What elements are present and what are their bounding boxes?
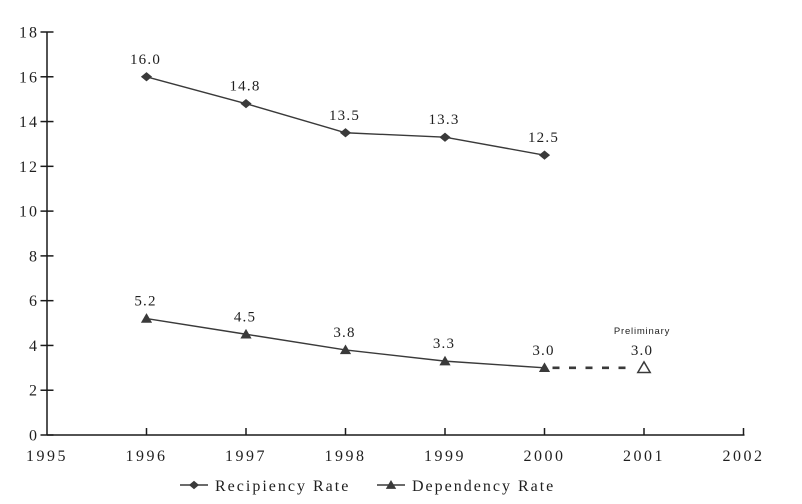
data-point-label: 3.0 [532,343,554,359]
x-axis-tick-label: 2001 [623,448,665,465]
x-axis-tick-label: 1996 [126,448,168,465]
preliminary-group: 3.0 Preliminary [552,326,670,374]
preliminary-value-label: 3.0 [631,343,653,359]
data-point-label: 5.2 [134,294,156,310]
legend-label: Recipiency Rate [215,478,350,495]
data-point-triangle [339,344,352,355]
x-axis-tick-label: 1999 [424,448,466,465]
series-dependency-rate: 5.2 4.5 3.8 3.3 3.0 [134,294,554,373]
y-axis-tick-label: 12 [19,159,39,176]
data-point-label: 3.8 [333,325,355,341]
legend-diamond-icon [189,480,199,490]
x-axis-tick-label: 1997 [225,448,267,465]
data-point-diamond [439,132,451,142]
axes: 0 2 4 6 8 10 12 14 16 18 1995 1996 1997 1998 1999 2000 2… [19,25,765,466]
x-axis-tick-label: 2000 [524,448,566,465]
y-axis-tick-label: 2 [29,383,39,400]
preliminary-open-triangle-marker [636,360,652,374]
x-axis-tick-label: 1998 [325,448,367,465]
data-point-diamond [140,72,153,82]
y-axis-tick-label: 10 [19,204,39,221]
legend: Recipiency Rate Dependency Rate [180,478,555,495]
legend-label: Dependency Rate [412,478,555,495]
data-point-diamond [339,128,352,138]
x-axis-tick-label: 2002 [723,448,765,465]
data-point-diamond [240,99,252,109]
data-point-triangle [439,355,451,366]
legend-item-recipiency-rate: Recipiency Rate [180,478,350,495]
legend-triangle-icon [385,480,397,489]
x-axis-tick-label: 1995 [26,448,68,465]
data-point-diamond [538,150,551,160]
y-axis-tick-label: 16 [19,69,39,86]
data-point-label: 12.5 [528,130,559,146]
data-point-label: 13.3 [428,112,459,128]
y-axis-tick-label: 6 [29,293,39,310]
y-axis-tick-label: 4 [29,338,39,355]
data-point-label: 14.8 [229,79,260,95]
y-axis-tick-label: 0 [29,428,39,445]
data-point-label: 13.5 [329,108,360,124]
series-recipiency-rate: 16.0 14.8 13.5 13.3 12.5 [130,52,559,160]
data-point-triangle [240,328,252,339]
y-axis-tick-label: 18 [19,25,39,42]
y-axis-tick-label: 14 [19,114,39,131]
data-point-triangle [538,362,551,373]
preliminary-annotation: Preliminary [614,326,670,337]
y-axis-tick-label: 8 [29,248,39,265]
legend-item-dependency-rate: Dependency Rate [377,478,555,495]
data-point-label: 4.5 [234,309,256,325]
data-point-label: 16.0 [130,52,161,68]
data-point-label: 3.3 [433,336,455,352]
data-point-triangle [140,313,153,323]
